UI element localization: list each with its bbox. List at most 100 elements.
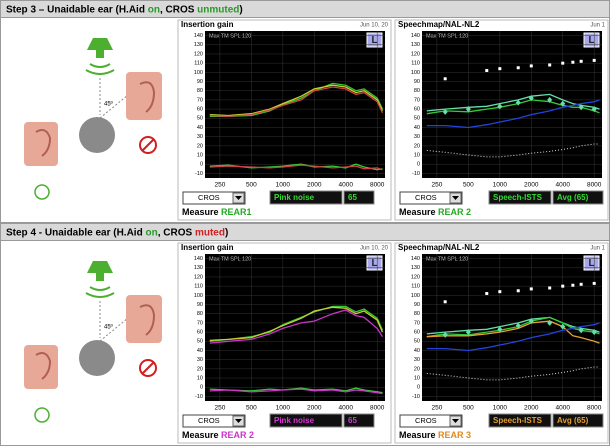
x-tick-label: 1000	[493, 182, 508, 189]
y-tick-label: 20	[414, 366, 420, 372]
y-tick-label: 80	[414, 311, 420, 317]
y-tick-label: 140	[411, 33, 420, 39]
x-tick-label: 500	[463, 405, 474, 412]
y-tick-label: 110	[194, 284, 203, 290]
dropdown	[399, 414, 463, 428]
y-tick-label: 110	[194, 61, 203, 67]
curve	[426, 99, 600, 129]
y-tick-label: 140	[194, 33, 203, 39]
ucl-star	[579, 282, 583, 286]
title-part: )	[239, 4, 242, 15]
y-tick-label: 0	[200, 162, 203, 168]
y-tick-label: 130	[194, 265, 203, 271]
title-part: )	[225, 227, 228, 238]
y-tick-label: 90	[197, 79, 203, 85]
x-tick-label: 250	[214, 405, 225, 412]
ear-photo	[126, 72, 162, 120]
x-tick-label: 4000	[339, 405, 354, 412]
signal-label: Pink noise	[274, 416, 315, 425]
ucl-star	[529, 64, 533, 68]
graph-area	[205, 31, 385, 178]
title-part: Step 4 - Unaidable ear (H.Aid	[6, 227, 145, 238]
level-box	[343, 190, 375, 205]
measure-name: REAR1	[221, 207, 252, 217]
y-tick-label: 0	[417, 385, 420, 391]
ear-photo	[24, 122, 58, 166]
ucl-star	[561, 284, 565, 288]
no-sign	[139, 136, 157, 154]
ucl-star	[571, 60, 575, 64]
dropdown-value: CROS	[415, 416, 437, 425]
panel-date: Jun 10, 20	[360, 246, 389, 252]
curve	[209, 305, 384, 342]
ucl-star	[516, 289, 520, 293]
panel-title: Speechmap/NAL-NL2	[398, 243, 480, 252]
panel-title: Insertion gain	[181, 243, 234, 252]
y-tick-label: 60	[414, 330, 420, 336]
max-label: Max TM SPL 120	[426, 33, 468, 39]
y-tick-label: 50	[197, 339, 203, 345]
curve	[426, 366, 600, 381]
x-tick-label: 4000	[339, 182, 354, 189]
head	[79, 340, 115, 376]
sound-waves	[85, 63, 115, 75]
level-box	[343, 413, 375, 428]
panel-date: Jun 1	[590, 246, 605, 252]
y-tick-label: 70	[414, 320, 420, 326]
y-tick-label: -10	[195, 394, 203, 400]
x-tick-label: 2000	[307, 405, 322, 412]
y-tick-label: 50	[197, 116, 203, 122]
speaker	[87, 38, 113, 58]
target-diamond	[591, 106, 597, 113]
ear-shape	[139, 81, 156, 113]
measure-name: REAR 3	[438, 430, 471, 440]
curve	[426, 143, 600, 158]
ucl-star	[592, 281, 596, 285]
curve	[209, 86, 384, 118]
ear-icon	[34, 184, 50, 200]
target-diamond	[497, 103, 503, 110]
x-tick-label: 8000	[370, 405, 385, 412]
y-tick-label: -10	[195, 171, 203, 177]
measure-name: REAR 2	[438, 207, 471, 217]
ucl-star	[571, 283, 575, 287]
ucl-star	[548, 286, 552, 290]
x-tick-label: 8000	[587, 405, 602, 412]
y-tick-label: 60	[197, 330, 203, 336]
y-tick-label: 90	[414, 302, 420, 308]
ucl-star	[485, 292, 489, 296]
y-tick-label: 80	[414, 88, 420, 94]
y-tick-label: 40	[414, 348, 420, 354]
x-tick-label: 500	[246, 405, 257, 412]
title-part: muted	[195, 227, 225, 238]
y-tick-label: 120	[411, 274, 420, 280]
y-tick-label: 80	[197, 311, 203, 317]
x-tick-label: 4000	[556, 182, 571, 189]
y-tick-label: 120	[194, 274, 203, 280]
ucl-star	[485, 69, 489, 73]
ucl-star	[498, 290, 502, 294]
signal-box	[488, 413, 552, 428]
y-tick-label: 70	[197, 97, 203, 103]
curve	[209, 163, 383, 171]
speaker	[87, 261, 113, 281]
ucl-star	[443, 77, 447, 81]
y-tick-label: 50	[414, 339, 420, 345]
title-part: on	[145, 227, 157, 238]
x-tick-label: 250	[431, 182, 442, 189]
measure-prefix: Measure	[182, 430, 219, 440]
target-diamond	[465, 329, 471, 336]
y-tick-label: 10	[197, 152, 203, 158]
target-diamond	[497, 326, 503, 333]
ear-photo	[126, 295, 162, 343]
y-tick-label: 20	[197, 143, 203, 149]
y-tick-label: 110	[411, 284, 420, 290]
y-tick-label: 140	[194, 256, 203, 262]
ucl-star	[498, 67, 502, 71]
y-tick-label: 140	[411, 256, 420, 262]
graph-area	[205, 254, 385, 401]
y-tick-label: 100	[411, 293, 420, 299]
y-tick-label: 30	[414, 357, 420, 363]
y-tick-label: 30	[414, 134, 420, 140]
